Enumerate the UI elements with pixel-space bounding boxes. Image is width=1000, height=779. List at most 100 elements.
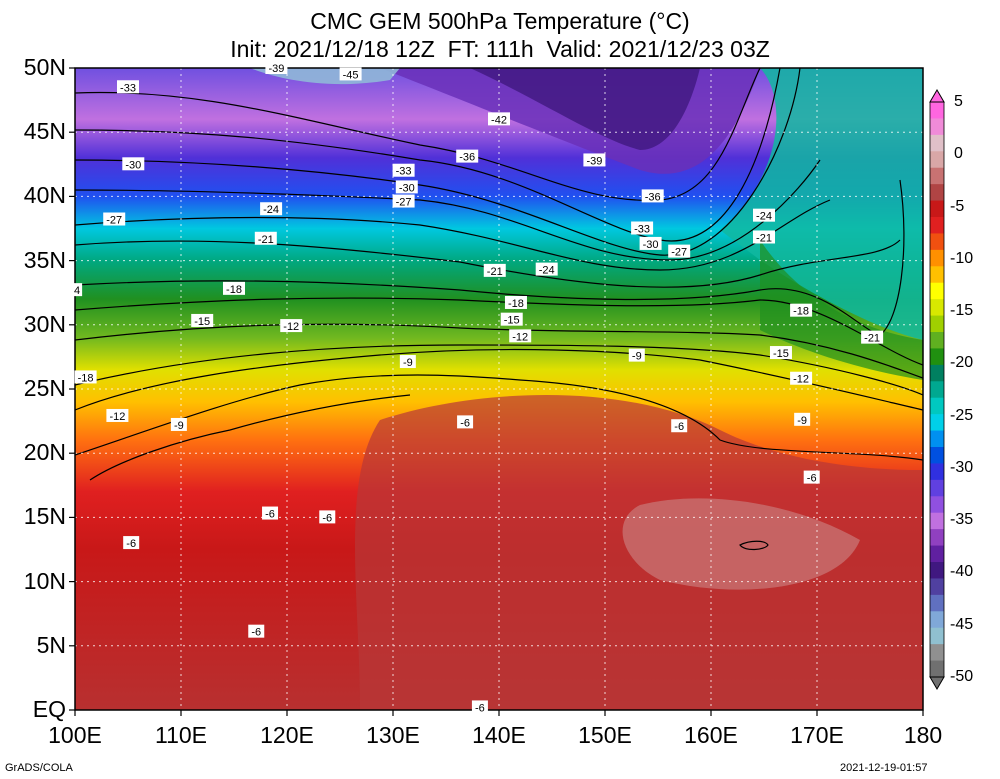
colorbar-swatch: [930, 644, 944, 662]
contour-label-box: [265, 61, 288, 74]
contour-label-text: -18: [78, 372, 94, 384]
contour-label-box: [123, 536, 140, 550]
contour-label: -12: [509, 329, 532, 343]
contour-label: -15: [769, 346, 792, 360]
contour-label-box: [106, 408, 129, 422]
colorbar-swatch: [930, 512, 944, 530]
colorbar-swatch: [930, 430, 944, 448]
contour-label-box: [628, 348, 645, 362]
contour-label-text: -33: [396, 166, 412, 178]
lon-label: 170E: [790, 722, 844, 748]
lat-label: 45N: [23, 118, 66, 145]
contour-label-text: -9: [797, 415, 807, 427]
contour-label-text: -45: [343, 69, 359, 81]
lon-label: 150E: [578, 722, 632, 748]
lat-label: 50N: [23, 54, 66, 80]
contour-label-box: [262, 506, 279, 520]
contour-label-box: [471, 700, 488, 714]
contour-label-text: -33: [120, 82, 136, 94]
colorbar-label: -50: [950, 668, 974, 685]
contour-label: -6: [471, 700, 488, 714]
contour-label: -9: [399, 355, 416, 369]
colorbar-min-arrow: [929, 676, 945, 690]
colorbar-frame: [929, 101, 945, 678]
contour-label: -6: [671, 419, 688, 433]
contour-label: -15: [500, 312, 523, 327]
colorbar-swatch: [930, 348, 944, 366]
contour-label: -21: [861, 330, 884, 345]
colorbar-label: -20: [950, 354, 974, 372]
contour-label-text: -39: [586, 155, 602, 167]
contour-label-text: -39: [268, 63, 284, 75]
colorbar-swatch: [930, 118, 944, 136]
contour-label-box: [72, 283, 83, 297]
contour-label-box: [117, 80, 139, 94]
contour-lines: [75, 68, 923, 551]
colorbar-swatch: [930, 529, 944, 547]
colorbar-swatch: [930, 364, 944, 382]
colorbar-swatch: [930, 282, 944, 300]
contour-label: -27: [392, 194, 415, 209]
contour-label: -6: [319, 510, 336, 524]
colorbar-swatch: [930, 184, 944, 202]
contour-label-box: [392, 163, 415, 177]
contour-label: -24: [753, 208, 775, 223]
contour-label: -18: [223, 281, 245, 296]
lon-label: 140E: [472, 722, 526, 748]
lat-label: 30N: [23, 310, 66, 337]
lon-label: 160E: [684, 722, 738, 748]
contour-label-box: [488, 112, 510, 126]
contour-label-text: -27: [671, 247, 687, 259]
contour-label-box: [456, 149, 479, 163]
contour-label: -6: [262, 506, 279, 521]
gridlines: [75, 68, 923, 710]
colorbar-label: -10: [950, 249, 974, 267]
lon-label: 130E: [366, 722, 420, 748]
colorbar: [929, 89, 945, 690]
colorbar-swatch: [930, 249, 944, 267]
contour-label: -9: [628, 348, 645, 363]
contour-label: -15: [191, 313, 214, 328]
contour-label: -30: [639, 236, 662, 251]
contour-label-box: [753, 208, 775, 222]
contour-label-text: -24: [539, 265, 555, 277]
contour-label-text: -15: [504, 315, 520, 327]
contour-label-box: [457, 415, 474, 429]
contour-label: -30: [122, 157, 145, 171]
footer-right: 2021-12-19-01:57: [840, 762, 928, 774]
colorbar-max-arrow: [929, 89, 945, 103]
colorbar-label: -35: [950, 511, 974, 529]
contour-label-text: -27: [396, 197, 412, 209]
contour-label-text: -24: [263, 204, 279, 216]
contour-label: -33: [392, 163, 415, 178]
colorbar-swatch: [930, 102, 944, 119]
colorbar-swatch: [930, 299, 944, 317]
contour-label: -21: [753, 230, 775, 244]
colorbar-label: -40: [950, 563, 974, 581]
colorbar-swatch: [930, 496, 944, 514]
colorbar-swatch: [930, 381, 944, 399]
map-plot-area: [75, 68, 923, 710]
contour-label: -12: [790, 371, 813, 386]
contour-label: -18: [504, 295, 527, 310]
colorbar-swatch: [930, 545, 944, 563]
contour-label-text: -30: [125, 159, 141, 171]
contour-label-text: -21: [756, 232, 772, 244]
contour-label-text: -27: [106, 215, 122, 227]
contour-label-text: 4: [74, 285, 80, 297]
contour-label: -27: [103, 212, 126, 227]
colorbar-label: 5: [954, 93, 963, 110]
colorbar-swatch: [930, 479, 944, 497]
colorbar-label: -15: [950, 302, 974, 320]
colorbar-swatch: [930, 332, 944, 349]
contour-label-text: -30: [399, 182, 415, 194]
colorbar-swatch: [930, 134, 944, 152]
contour-label: -45: [339, 67, 362, 81]
contour-label-text: -9: [174, 420, 184, 432]
contour-label-box: [319, 510, 336, 524]
colorbar-swatch: [930, 167, 944, 185]
contour-label-text: -6: [807, 473, 817, 485]
contour-label-box: [103, 212, 126, 226]
contour-label: -21: [254, 231, 277, 246]
contour-label: -27: [668, 244, 691, 259]
